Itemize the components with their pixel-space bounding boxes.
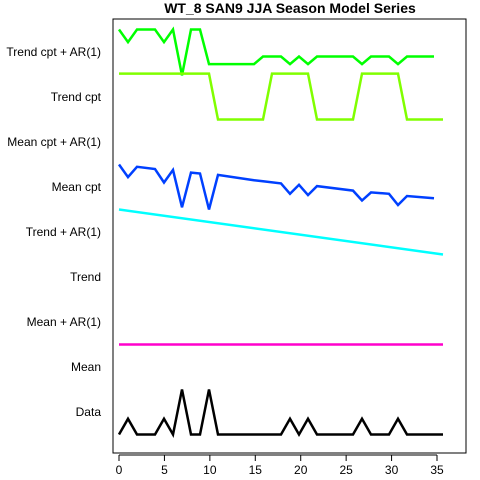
x-tick-label: 5 bbox=[161, 463, 168, 477]
series-layer bbox=[117, 26, 444, 439]
row-label: Mean bbox=[71, 360, 101, 374]
x-tick-label: 30 bbox=[385, 463, 399, 477]
row-label: Data bbox=[76, 405, 102, 419]
x-axis: 0 5 10 15 20 25 30 35 bbox=[116, 454, 444, 477]
row-label: Trend cpt bbox=[51, 90, 102, 104]
x-tick-label: 15 bbox=[249, 463, 263, 477]
row-labels: Trend cpt + AR(1) Trend cpt Mean cpt + AR(… bbox=[6, 45, 101, 419]
x-tick-label: 20 bbox=[294, 463, 308, 477]
plot-frame bbox=[112, 18, 467, 454]
row-label: Trend bbox=[70, 270, 101, 284]
series-line-4 bbox=[117, 163, 435, 210]
series-line-3 bbox=[119, 72, 443, 121]
row-label: Trend cpt + AR(1) bbox=[6, 45, 101, 59]
series-line-2 bbox=[117, 26, 434, 76]
row-label: Mean cpt + AR(1) bbox=[7, 135, 101, 149]
chart-title: WT_8 SAN9 JJA Season Model Series bbox=[164, 0, 416, 16]
row-label: Trend + AR(1) bbox=[26, 225, 101, 239]
row-label: Mean + AR(1) bbox=[27, 315, 101, 329]
series-line-5 bbox=[118, 208, 444, 256]
x-tick-label: 10 bbox=[203, 463, 217, 477]
x-tick-label: 35 bbox=[430, 463, 444, 477]
x-tick-label: 25 bbox=[339, 463, 353, 477]
x-tick-label: 0 bbox=[116, 463, 123, 477]
row-label: Mean cpt bbox=[52, 180, 102, 194]
series-line-7 bbox=[117, 389, 443, 439]
